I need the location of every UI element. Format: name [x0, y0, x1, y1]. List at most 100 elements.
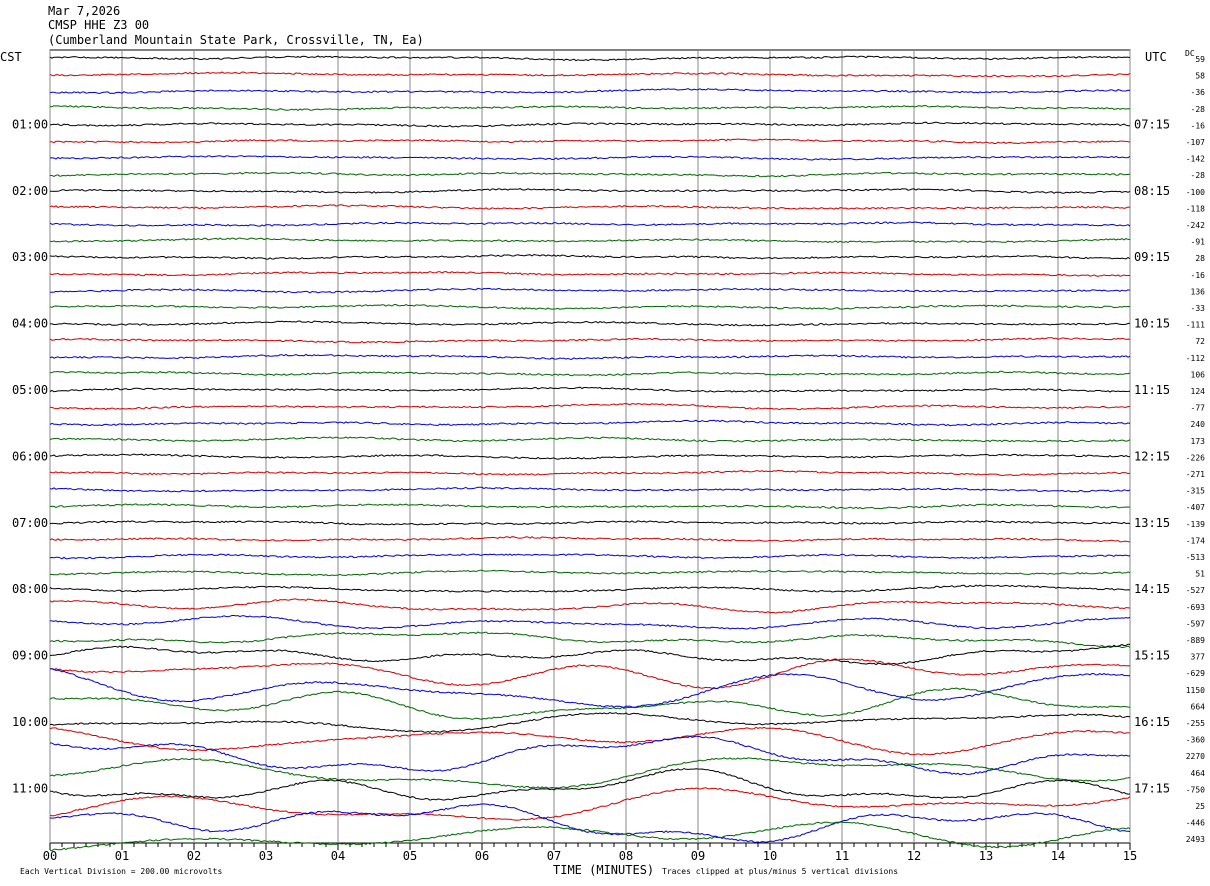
seismic-trace [49, 436, 1131, 443]
seismic-trace [50, 171, 1131, 178]
dc-offset-label: -77 [1191, 404, 1206, 413]
seismic-trace [49, 303, 1131, 310]
seismic-trace [49, 453, 1130, 460]
x-tick-label: 11 [835, 849, 849, 863]
seismic-trace [49, 668, 1131, 708]
x-tick-label: 10 [763, 849, 777, 863]
dc-offset-label: -527 [1186, 586, 1205, 595]
seismic-trace [49, 88, 1131, 94]
seismic-trace [49, 386, 1131, 393]
x-tick-label: 13 [979, 849, 993, 863]
seismic-trace [49, 503, 1131, 510]
x-axis-title: TIME (MINUTES) [553, 863, 654, 877]
dc-offset-label: 1150 [1186, 686, 1205, 695]
dc-offset-label: -597 [1186, 619, 1205, 628]
seismic-trace [49, 370, 1131, 377]
dc-offset-label: 173 [1191, 437, 1206, 446]
seismic-trace [49, 121, 1131, 128]
dc-offset-label: 51 [1195, 570, 1205, 579]
seismic-trace [49, 353, 1131, 360]
seismic-trace [49, 419, 1131, 427]
seismic-trace [49, 757, 1131, 789]
left-hour-label: 07:00 [12, 516, 48, 530]
dc-offset-label: -28 [1191, 171, 1206, 180]
seismic-trace [49, 536, 1131, 543]
seismic-trace [49, 188, 1131, 194]
seismic-trace [49, 71, 1131, 78]
dc-header-label: DC [1185, 49, 1195, 58]
seismic-trace [49, 711, 1131, 733]
seismic-trace [49, 204, 1131, 210]
dc-offset-label: -111 [1186, 321, 1205, 330]
seismic-trace [49, 237, 1131, 244]
x-tick-label: 06 [475, 849, 489, 863]
seismic-trace [49, 104, 1131, 111]
x-tick-label: 04 [331, 849, 345, 863]
seismic-trace [49, 469, 1131, 477]
plot-frame [49, 49, 1131, 844]
dc-offset-label: -407 [1186, 503, 1205, 512]
x-tick-label: 01 [115, 849, 129, 863]
left-hour-label: 03:00 [12, 250, 48, 264]
dc-offset-label: 106 [1191, 370, 1206, 379]
dc-offset-label: -36 [1191, 88, 1206, 97]
left-hour-label: 11:00 [12, 781, 48, 795]
header-station: CMSP HHE Z3 00 [48, 18, 150, 32]
x-tick-label: 05 [403, 849, 417, 863]
dc-offset-label: -91 [1191, 238, 1206, 247]
scale-note: Each Vertical Division = 200.00 microvol… [20, 867, 222, 876]
x-tick-label: 15 [1123, 849, 1137, 863]
dc-offset-label: -118 [1186, 204, 1205, 213]
left-hour-label: 10:00 [12, 715, 48, 729]
seismic-trace [49, 584, 1131, 593]
x-tick-label: 14 [1051, 849, 1065, 863]
dc-offset-label: -107 [1186, 138, 1205, 147]
seismic-trace [49, 55, 1131, 62]
dc-offset-label: -16 [1191, 121, 1206, 130]
dc-offset-label: 2270 [1186, 752, 1205, 761]
dc-offset-label: -271 [1186, 470, 1205, 479]
right-hour-label: 16:15 [1134, 715, 1170, 729]
dc-offset-label: -112 [1186, 354, 1205, 363]
label-layer: 00 01 02 03 04 05 06 07 08 09 10 11 12 13 14 15 59 58 -36 -… [12, 55, 1205, 863]
x-tick-label: 00 [43, 849, 57, 863]
dc-offset-label: 28 [1195, 254, 1205, 263]
left-hour-label: 06:00 [12, 449, 48, 463]
seismic-trace [49, 155, 1131, 161]
dc-offset-label: -174 [1186, 536, 1205, 545]
header-location: (Cumberland Mountain State Park, Crossvi… [48, 33, 424, 47]
dc-offset-label: -315 [1186, 487, 1205, 496]
x-tick-label: 07 [547, 849, 561, 863]
header-date: Mar 7,2026 [48, 4, 121, 18]
right-hour-label: 09:15 [1134, 250, 1170, 264]
dc-offset-label: 136 [1191, 287, 1206, 296]
clip-note: Traces clipped at plus/minus 5 vertical … [662, 867, 898, 876]
dc-offset-label: -28 [1191, 105, 1206, 114]
right-hour-label: 08:15 [1134, 184, 1170, 198]
right-hour-label: 12:15 [1134, 449, 1170, 463]
seismic-trace [49, 520, 1131, 526]
right-hour-label: 07:15 [1134, 117, 1170, 131]
right-hour-label: 14:15 [1134, 582, 1170, 596]
seismic-trace [49, 631, 1131, 649]
right-hour-label: 10:15 [1134, 317, 1170, 331]
dc-offset-label: 664 [1191, 702, 1206, 711]
dc-offset-label: 25 [1195, 802, 1205, 811]
seismic-trace [49, 598, 1131, 614]
x-tick-label: 02 [187, 849, 201, 863]
dc-offset-label: -226 [1186, 453, 1205, 462]
seismic-trace [50, 402, 1131, 411]
dc-offset-label: -16 [1191, 271, 1206, 280]
seismic-trace [49, 221, 1131, 227]
dc-offset-label: 377 [1191, 653, 1206, 662]
trace-layer [49, 55, 1131, 852]
seismic-trace [49, 726, 1131, 756]
dc-offset-label: -889 [1186, 636, 1205, 645]
x-tick-label: 03 [259, 849, 273, 863]
dc-offset-label: -513 [1186, 553, 1205, 562]
right-hour-label: 11:15 [1134, 383, 1170, 397]
dc-offset-label: 58 [1195, 72, 1205, 81]
seismic-trace [50, 138, 1131, 145]
seismic-trace [49, 658, 1131, 690]
seismic-trace [49, 767, 1131, 801]
